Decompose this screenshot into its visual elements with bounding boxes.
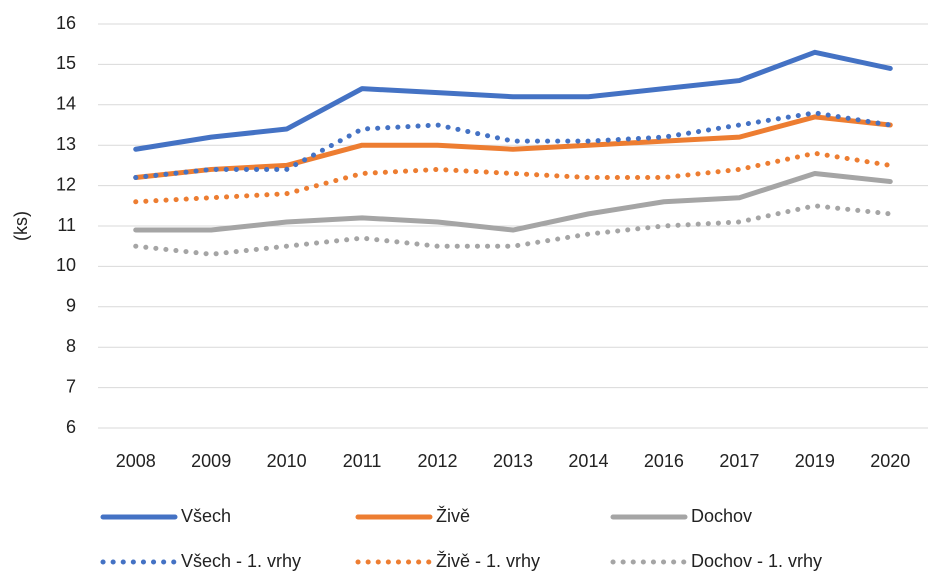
x-tick-label: 2020 — [870, 451, 910, 471]
legend-label: Všech - 1. vrhy — [181, 551, 301, 571]
y-tick-label: 10 — [56, 255, 76, 275]
y-tick-label: 9 — [66, 296, 76, 316]
y-tick-label: 11 — [57, 215, 76, 235]
y-tick-label: 16 — [56, 13, 76, 33]
x-tick-label: 2017 — [719, 451, 759, 471]
y-tick-label: 7 — [66, 376, 76, 396]
x-tick-label: 2010 — [267, 451, 307, 471]
legend-label: Živě — [436, 506, 470, 526]
y-tick-label: 6 — [66, 417, 76, 437]
series-line — [133, 49, 893, 152]
legend-label: Dochov - 1. vrhy — [691, 551, 822, 571]
x-tick-label: 2014 — [568, 451, 608, 471]
y-tick-label: 15 — [56, 53, 76, 73]
x-tick-label: 2009 — [191, 451, 231, 471]
series-line — [133, 170, 893, 233]
x-tick-label: 2012 — [418, 451, 458, 471]
x-tick-label: 2019 — [795, 451, 835, 471]
y-axis-label: (ks) — [11, 211, 31, 241]
x-tick-label: 2011 — [343, 451, 382, 471]
y-tick-label: 14 — [56, 94, 76, 114]
legend-label: Živě - 1. vrhy — [436, 551, 540, 571]
y-tick-label: 12 — [56, 174, 76, 194]
y-tick-label: 8 — [66, 336, 76, 356]
legend-label: Všech — [181, 506, 231, 526]
y-tick-label: 13 — [56, 134, 76, 154]
x-tick-label: 2016 — [644, 451, 684, 471]
x-tick-label: 2008 — [116, 451, 156, 471]
x-tick-label: 2013 — [493, 451, 533, 471]
legend-label: Dochov — [691, 506, 752, 526]
series-line — [133, 150, 893, 205]
series-line — [133, 114, 893, 181]
